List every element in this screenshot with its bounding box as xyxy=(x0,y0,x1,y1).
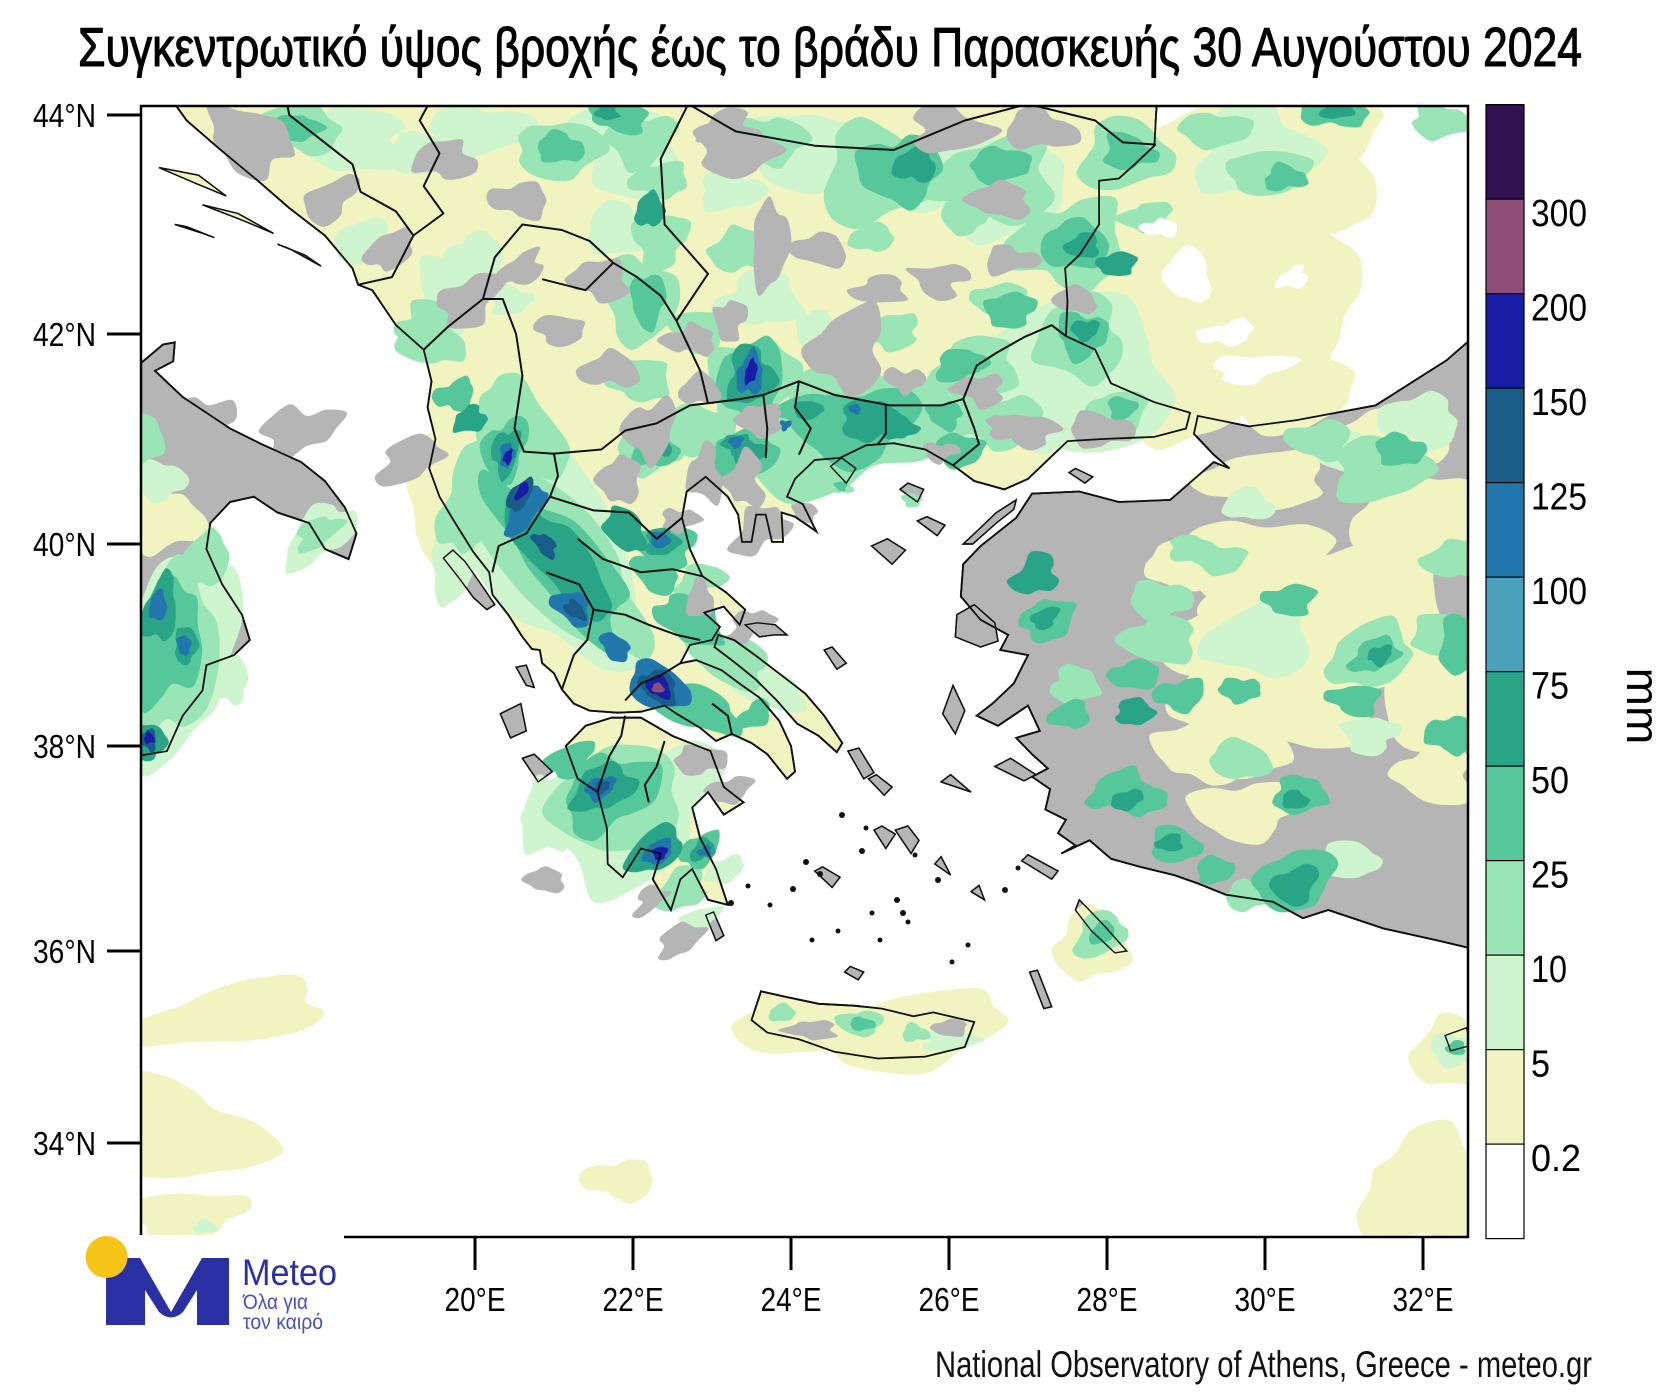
svg-text:100: 100 xyxy=(1531,571,1587,613)
svg-text:150: 150 xyxy=(1531,382,1587,424)
svg-text:22°E: 22°E xyxy=(603,1281,664,1318)
svg-text:5: 5 xyxy=(1531,1044,1550,1086)
svg-text:200: 200 xyxy=(1531,288,1587,330)
svg-text:42°N: 42°N xyxy=(33,316,96,353)
svg-text:20°E: 20°E xyxy=(445,1281,506,1318)
svg-text:25: 25 xyxy=(1531,855,1569,897)
svg-text:Meteo: Meteo xyxy=(242,1252,337,1293)
svg-text:75: 75 xyxy=(1531,666,1569,708)
svg-text:34°N: 34°N xyxy=(33,1125,96,1162)
svg-text:125: 125 xyxy=(1531,477,1587,519)
svg-text:30°E: 30°E xyxy=(1235,1281,1296,1318)
svg-text:38°N: 38°N xyxy=(33,728,96,765)
svg-text:50: 50 xyxy=(1531,760,1569,802)
svg-text:26°E: 26°E xyxy=(919,1281,980,1318)
svg-text:24°E: 24°E xyxy=(761,1281,822,1318)
svg-text:τον καιρό: τον καιρό xyxy=(243,1311,323,1334)
svg-text:Συγκεντρωτικό ύψος βροχής έως: Συγκεντρωτικό ύψος βροχής έως το βράδυ Π… xyxy=(78,16,1582,78)
svg-text:40°N: 40°N xyxy=(33,526,96,563)
svg-text:300: 300 xyxy=(1531,193,1587,235)
svg-text:32°E: 32°E xyxy=(1393,1281,1454,1318)
svg-text:Όλα για: Όλα για xyxy=(242,1291,308,1314)
svg-text:mm: mm xyxy=(1617,668,1669,745)
svg-text:0.2: 0.2 xyxy=(1531,1138,1581,1180)
svg-text:44°N: 44°N xyxy=(33,97,96,134)
svg-text:36°N: 36°N xyxy=(33,933,96,970)
svg-text:National Observatory of Athens: National Observatory of Athens, Greece -… xyxy=(935,1344,1592,1385)
svg-text:10: 10 xyxy=(1531,949,1567,991)
svg-text:28°E: 28°E xyxy=(1077,1281,1138,1318)
